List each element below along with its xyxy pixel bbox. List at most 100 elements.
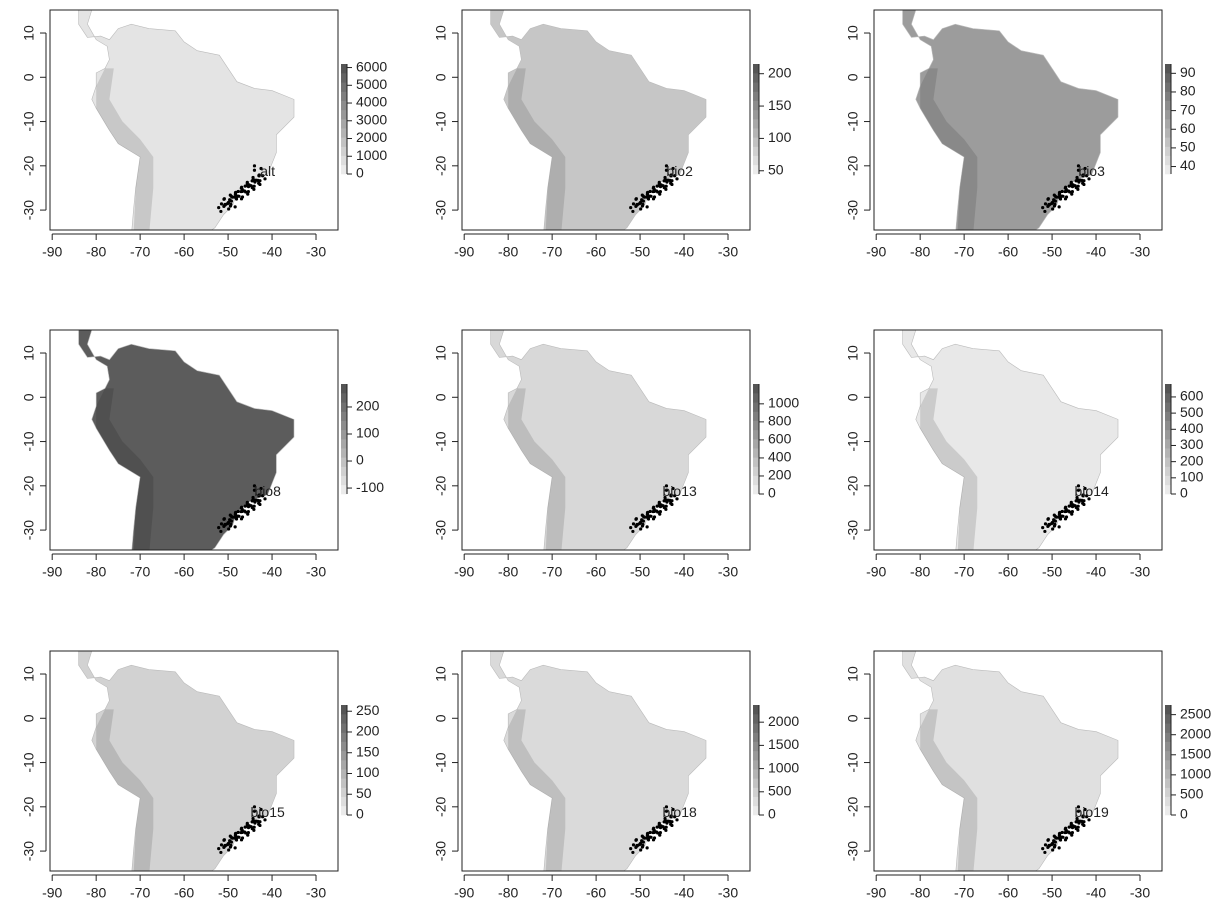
occurrence-point [1054, 515, 1057, 518]
colorbar-step [341, 448, 347, 457]
x-tick-label: -90 [454, 885, 474, 901]
legend-tick-label: 50 [768, 161, 784, 177]
occurrence-point [234, 511, 237, 514]
occurrence-point [658, 502, 661, 505]
occurrence-point [665, 185, 668, 188]
x-tick-label: -60 [586, 885, 606, 901]
occurrence-point [253, 180, 256, 183]
colorbar-step [1165, 421, 1171, 430]
x-tick-label: -80 [498, 564, 518, 580]
legend-tick-label: 0 [768, 806, 776, 822]
occurrence-point [230, 836, 233, 839]
occurrence-point [1082, 183, 1085, 186]
occurrence-point [629, 526, 632, 529]
occurrence-point [664, 829, 667, 832]
colorbar-step [753, 101, 759, 110]
x-tick-label: -70 [954, 244, 974, 260]
occurrence-point [1050, 202, 1053, 205]
occurrence-point [252, 508, 255, 511]
occurrence-point [253, 826, 256, 829]
x-tick-label: -30 [1130, 244, 1150, 260]
y-tick-label: -10 [845, 111, 861, 131]
legend-tick-label: 40 [1180, 157, 1196, 173]
legend-tick-label: 200 [1180, 452, 1204, 468]
occurrence-point [655, 189, 658, 192]
occurrence-point [1050, 522, 1053, 525]
occurrence-point [665, 826, 668, 829]
colorbar-step [1165, 165, 1171, 174]
occurrence-point [662, 184, 665, 187]
occurrence-point [230, 199, 233, 202]
x-tick-label: -30 [306, 885, 326, 901]
y-tick-label: -10 [433, 752, 449, 772]
colorbar-step [753, 467, 759, 476]
occurrence-point [250, 825, 253, 828]
occurrence-point [226, 522, 229, 525]
colorbar-step [753, 723, 759, 732]
legend-tick-label: 300 [1180, 436, 1204, 452]
occurrence-point [1077, 826, 1080, 829]
occurrence-point [1044, 522, 1047, 525]
occurrence-point [220, 843, 223, 846]
occurrence-point [256, 179, 259, 182]
colorbar-step [753, 64, 759, 73]
legend-tick-label: 200 [768, 467, 792, 483]
legend-tick-label: 2000 [768, 713, 799, 729]
occurrence-point [646, 832, 649, 835]
occurrence-point [655, 830, 658, 833]
occurrence-point [659, 190, 662, 193]
colorbar-step [1165, 797, 1171, 806]
occurrence-point [256, 499, 259, 502]
colorbar-step [1165, 769, 1171, 778]
occurrence-point [1058, 846, 1061, 849]
occurrence-point [652, 828, 655, 831]
colorbar-step [1165, 751, 1171, 760]
x-tick-label: -60 [998, 244, 1018, 260]
occurrence-point [670, 824, 673, 827]
occurrence-point [229, 203, 232, 206]
colorbar-step [753, 412, 759, 421]
occurrence-point [236, 835, 239, 838]
occurrence-point [246, 823, 249, 826]
colorbar-step [341, 467, 347, 476]
occurrence-point [631, 530, 634, 533]
colorbar-step [753, 806, 759, 815]
occurrence-point [649, 831, 652, 834]
colorbar [753, 64, 759, 174]
x-tick-label: -90 [866, 564, 886, 580]
occurrence-point [237, 831, 240, 834]
x-tick-label: -50 [1042, 244, 1062, 260]
occurrence-point [638, 202, 641, 205]
colorbar-step [341, 384, 347, 393]
colorbar-step [341, 73, 347, 82]
panel-label: bio2 [666, 163, 693, 179]
legend-tick-label: 2000 [356, 129, 387, 145]
x-tick-label: -50 [1042, 564, 1062, 580]
occurrence-point [1082, 503, 1085, 506]
colorbar-step [1165, 485, 1171, 494]
occurrence-point [1061, 510, 1064, 513]
occurrence-point [648, 194, 651, 197]
colorbar-step [341, 430, 347, 439]
occurrence-point [641, 844, 644, 847]
x-tick-label: -30 [718, 885, 738, 901]
colorbar-step [753, 760, 759, 769]
y-tick-label: 0 [433, 393, 449, 401]
occurrence-point [641, 203, 644, 206]
occurrence-point [649, 190, 652, 193]
legend-tick-label: 1500 [1180, 745, 1211, 761]
occurrence-point [217, 847, 220, 850]
legend-tick-label: 1000 [768, 395, 799, 411]
colorbar-step [1165, 806, 1171, 815]
occurrence-point [252, 178, 255, 181]
y-tick-label: -10 [21, 111, 37, 131]
colorbar-step [753, 476, 759, 485]
occurrence-point [1061, 831, 1064, 834]
x-tick-label: -50 [218, 885, 238, 901]
y-tick-label: 10 [845, 345, 861, 361]
y-tick-label: -30 [433, 520, 449, 540]
colorbar-step [1165, 101, 1171, 110]
colorbar-step [1165, 412, 1171, 421]
map-panel: bio13-90-80-70-60-50-40-30100-10-20-3010… [433, 330, 800, 580]
occurrence-point [1054, 836, 1057, 839]
